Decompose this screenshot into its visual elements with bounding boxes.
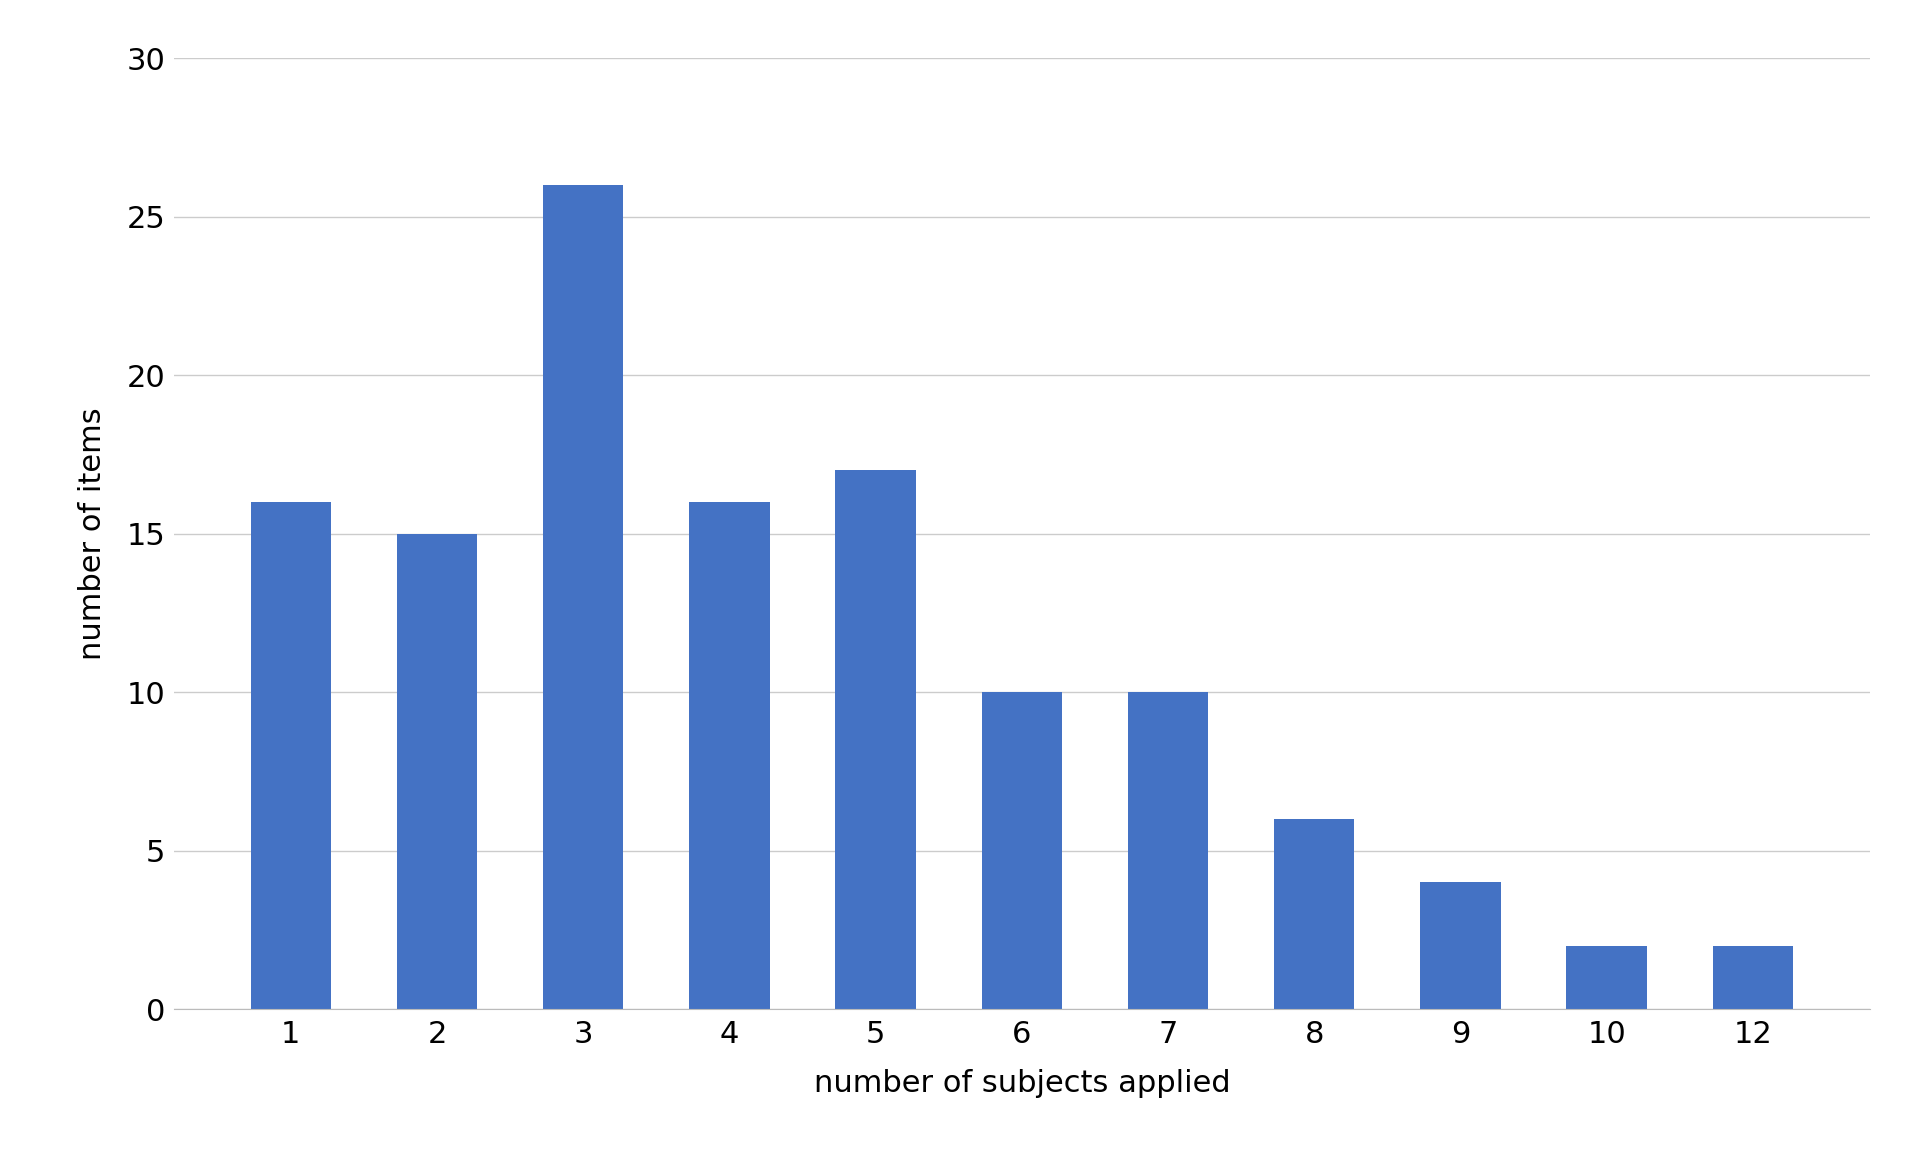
Bar bbox=[251, 502, 332, 1009]
Bar bbox=[688, 502, 769, 1009]
Bar bbox=[1274, 819, 1355, 1009]
Bar bbox=[835, 470, 916, 1009]
Bar bbox=[1128, 693, 1209, 1009]
Bar bbox=[397, 534, 478, 1009]
Bar bbox=[1566, 945, 1647, 1009]
X-axis label: number of subjects applied: number of subjects applied bbox=[814, 1068, 1230, 1097]
Y-axis label: number of items: number of items bbox=[77, 407, 106, 660]
Bar bbox=[981, 693, 1062, 1009]
Bar bbox=[1712, 945, 1793, 1009]
Bar bbox=[544, 184, 623, 1009]
Bar bbox=[1421, 883, 1500, 1009]
